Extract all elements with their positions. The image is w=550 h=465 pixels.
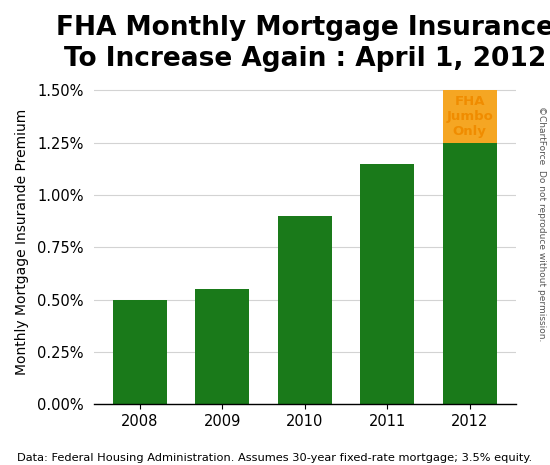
Text: ©ChartForce  Do not reproduce without permission.: ©ChartForce Do not reproduce without per… bbox=[537, 106, 546, 341]
Text: FHA
Jumbo
Only: FHA Jumbo Only bbox=[446, 95, 493, 138]
Bar bbox=[113, 299, 167, 405]
Y-axis label: Monthly Mortgage Insurande Premium: Monthly Mortgage Insurande Premium bbox=[15, 109, 29, 375]
Bar bbox=[278, 216, 332, 405]
Title: FHA Monthly Mortgage Insurance
To Increase Again : April 1, 2012: FHA Monthly Mortgage Insurance To Increa… bbox=[56, 15, 550, 72]
Bar bbox=[360, 164, 414, 405]
Bar bbox=[443, 143, 497, 405]
Bar bbox=[195, 289, 249, 405]
Bar bbox=[443, 90, 497, 143]
Text: Data: Federal Housing Administration. Assumes 30-year fixed-rate mortgage; 3.5% : Data: Federal Housing Administration. As… bbox=[18, 452, 532, 463]
